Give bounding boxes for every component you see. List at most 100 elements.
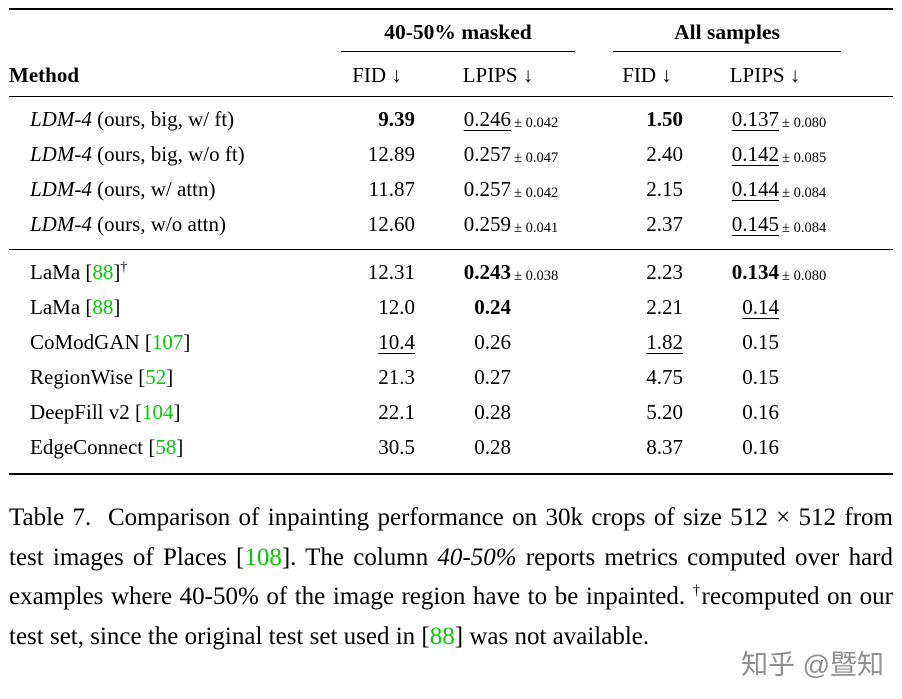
group-header-cell: 40-50% masked	[339, 9, 581, 52]
table-row: DeepFill v2 [104] 22.1 0.28 5.20 0.16	[9, 396, 893, 431]
fid-all-value: 1.82	[646, 330, 683, 354]
bracket: ]	[113, 295, 121, 319]
bracket: ]	[166, 365, 174, 389]
lpips-40-50-value: 0.28	[415, 396, 581, 431]
method-variant: (ours, big, w/o ft)	[91, 142, 245, 166]
lpips-40-50-value: 0.243 ± 0.038	[463, 260, 559, 284]
method-variant: (ours, big, w/ ft)	[91, 107, 235, 131]
caption-emphasis: 40-50%	[437, 543, 517, 571]
spacer	[581, 173, 611, 208]
spacer	[847, 52, 893, 97]
fid-all-value: 8.37	[646, 435, 683, 459]
fid-40-50-value: 12.89	[367, 142, 415, 166]
std-dev	[511, 303, 514, 319]
paper-table-figure: 40-50% masked All samples Method FID ↓ L…	[9, 8, 893, 656]
caption-text: reports metrics computed over hard examp…	[9, 543, 893, 611]
lpips-all-value: 0.144 ± 0.084	[731, 177, 827, 201]
caption-text: recomputed on our test set, since the or…	[9, 583, 893, 650]
fid-all-value: 2.23	[646, 260, 683, 284]
citation-link[interactable]: 88	[429, 622, 455, 650]
lpips-all-value: 0.145 ± 0.084	[683, 208, 847, 250]
results-table: 40-50% masked All samples Method FID ↓ L…	[9, 8, 893, 475]
caption-text: ]. The column	[281, 543, 438, 571]
method-variant: (ours, w/ attn)	[91, 177, 216, 201]
spacer	[847, 326, 893, 361]
caption-text: Table 7. Comparison of inpainting perfor…	[9, 504, 893, 571]
method-cell: RegionWise [52]	[9, 361, 339, 396]
bracket: ]	[113, 260, 121, 284]
fid-40-50-value: 21.3	[378, 365, 415, 389]
fid-40-50-header: FID ↓	[339, 52, 415, 97]
citation-link[interactable]: 58	[155, 435, 177, 459]
method-cell: DeepFill v2 [104]	[9, 396, 339, 431]
fid-40-50-value: 12.0	[378, 295, 415, 319]
fid-40-50-value: 12.31	[367, 260, 415, 284]
lpips-all-value: 0.134 ± 0.080	[731, 260, 827, 284]
citation-link[interactable]: 107	[151, 330, 184, 354]
lpips-all-header: LPIPS ↓	[683, 52, 847, 97]
group-header-cell: All samples	[611, 9, 847, 52]
method-cell: LDM-4 (ours, big, w/o ft)	[9, 138, 339, 173]
std-dev	[511, 338, 514, 354]
spacer	[847, 291, 893, 326]
lpips-all-value: 0.16	[683, 431, 847, 474]
fid-all-header: FID ↓	[611, 52, 683, 97]
spacer	[581, 291, 611, 326]
std-dev: ± 0.047	[514, 150, 559, 166]
lpips-40-50-value: 0.26	[415, 326, 581, 361]
lpips-all-value: 0.142 ± 0.085	[731, 142, 827, 166]
std-dev: ± 0.042	[514, 185, 559, 201]
watermark: 知乎 @暨知	[735, 640, 890, 685]
std-dev: ± 0.080	[782, 268, 827, 284]
std-dev	[779, 303, 782, 319]
caption-text: ] was not available.	[454, 622, 650, 650]
method-cell: LDM-4 (ours, big, w/ ft)	[9, 97, 339, 139]
model-name: LDM-4	[30, 212, 92, 236]
std-dev: ± 0.084	[782, 185, 827, 201]
group-header-all-samples: All samples	[613, 10, 841, 52]
table-row: RegionWise [52] 21.3 0.27 4.75 0.15	[9, 361, 893, 396]
lpips-all-value: 0.15	[683, 361, 847, 396]
method-cell: CoModGAN [107]	[9, 326, 339, 361]
spacer	[847, 173, 893, 208]
bracket: ]	[173, 400, 181, 424]
table-row: LDM-4 (ours, w/ attn) 11.87 0.257 ± 0.042…	[9, 173, 893, 208]
citation-link[interactable]: 108	[244, 543, 282, 571]
method-cell: EdgeConnect [58]	[9, 431, 339, 474]
lpips-all-value: 0.15	[683, 326, 847, 361]
fid-all-value: 2.40	[646, 142, 683, 166]
spacer	[847, 138, 893, 173]
fid-40-50-value: 9.39	[378, 107, 415, 131]
citation-link[interactable]: 52	[145, 365, 167, 389]
spacer	[847, 9, 893, 52]
citation-link[interactable]: 88	[92, 260, 114, 284]
spacer	[847, 208, 893, 250]
baseline-rows-group: LaMa [88]† 12.31 0.243 ± 0.038 2.23 0.134…	[9, 250, 893, 475]
lpips-40-50-value: 0.246 ± 0.042	[463, 107, 559, 131]
table-row: LDM-4 (ours, big, w/ ft) 9.39 0.246 ± 0.0…	[9, 97, 893, 139]
std-dev	[779, 373, 782, 389]
fid-all-value: 4.75	[646, 365, 683, 389]
spacer	[581, 52, 611, 97]
citation-link[interactable]: 88	[92, 295, 114, 319]
std-dev: ± 0.038	[514, 268, 559, 284]
std-dev	[779, 443, 782, 459]
method-label: RegionWise [	[30, 365, 146, 389]
std-dev: ± 0.042	[514, 115, 559, 131]
spacer	[581, 326, 611, 361]
method-label: EdgeConnect [	[30, 435, 156, 459]
method-label: DeepFill v2 [	[30, 400, 142, 424]
lpips-all-value: 0.137 ± 0.080	[731, 107, 827, 131]
lpips-all-value: 0.16	[683, 396, 847, 431]
ours-rows-group: LDM-4 (ours, big, w/ ft) 9.39 0.246 ± 0.0…	[9, 97, 893, 250]
method-variant: (ours, w/o attn)	[91, 212, 226, 236]
citation-link[interactable]: 104	[141, 400, 174, 424]
table-row: LDM-4 (ours, big, w/o ft) 12.89 0.257 ± 0…	[9, 138, 893, 173]
table-row: LaMa [88]† 12.31 0.243 ± 0.038 2.23 0.134…	[9, 250, 893, 292]
std-dev: ± 0.080	[782, 115, 827, 131]
std-dev: ± 0.085	[782, 150, 827, 166]
method-label: CoModGAN [	[30, 330, 152, 354]
spacer	[581, 138, 611, 173]
method-cell: LDM-4 (ours, w/ attn)	[9, 173, 339, 208]
lpips-all-value: 0.14	[683, 291, 847, 326]
